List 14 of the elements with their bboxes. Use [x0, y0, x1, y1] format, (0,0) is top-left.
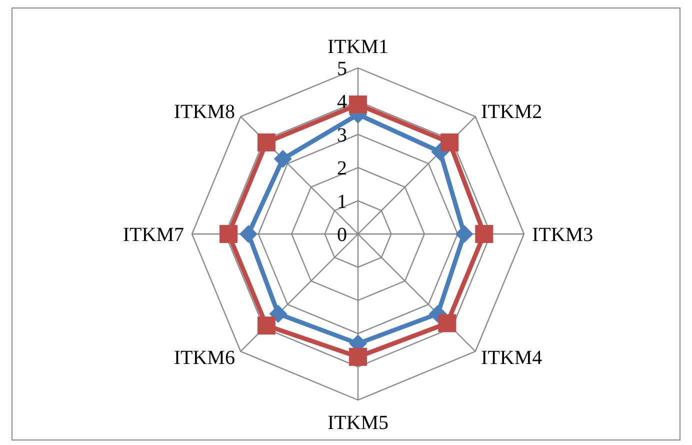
spoke-label: ITKM4 [481, 347, 542, 370]
y-tick-label: 3 [337, 124, 347, 146]
spoke-label: ITKM7 [122, 224, 184, 246]
spoke-label: ITKM6 [174, 347, 235, 370]
y-tick-label: 0 [337, 224, 347, 246]
y-tick-label: 1 [337, 190, 347, 213]
y-tick-label: 5 [337, 58, 347, 80]
spoke-label: ITKM8 [174, 100, 235, 123]
spoke-label: ITKM5 [327, 412, 389, 434]
spoke-label: ITKM2 [481, 100, 542, 123]
spoke-label: ITKM3 [532, 224, 594, 246]
y-tick-label: 2 [337, 158, 347, 180]
spoke-label: ITKM1 [327, 36, 389, 58]
y-tick-label: 4 [337, 91, 347, 114]
